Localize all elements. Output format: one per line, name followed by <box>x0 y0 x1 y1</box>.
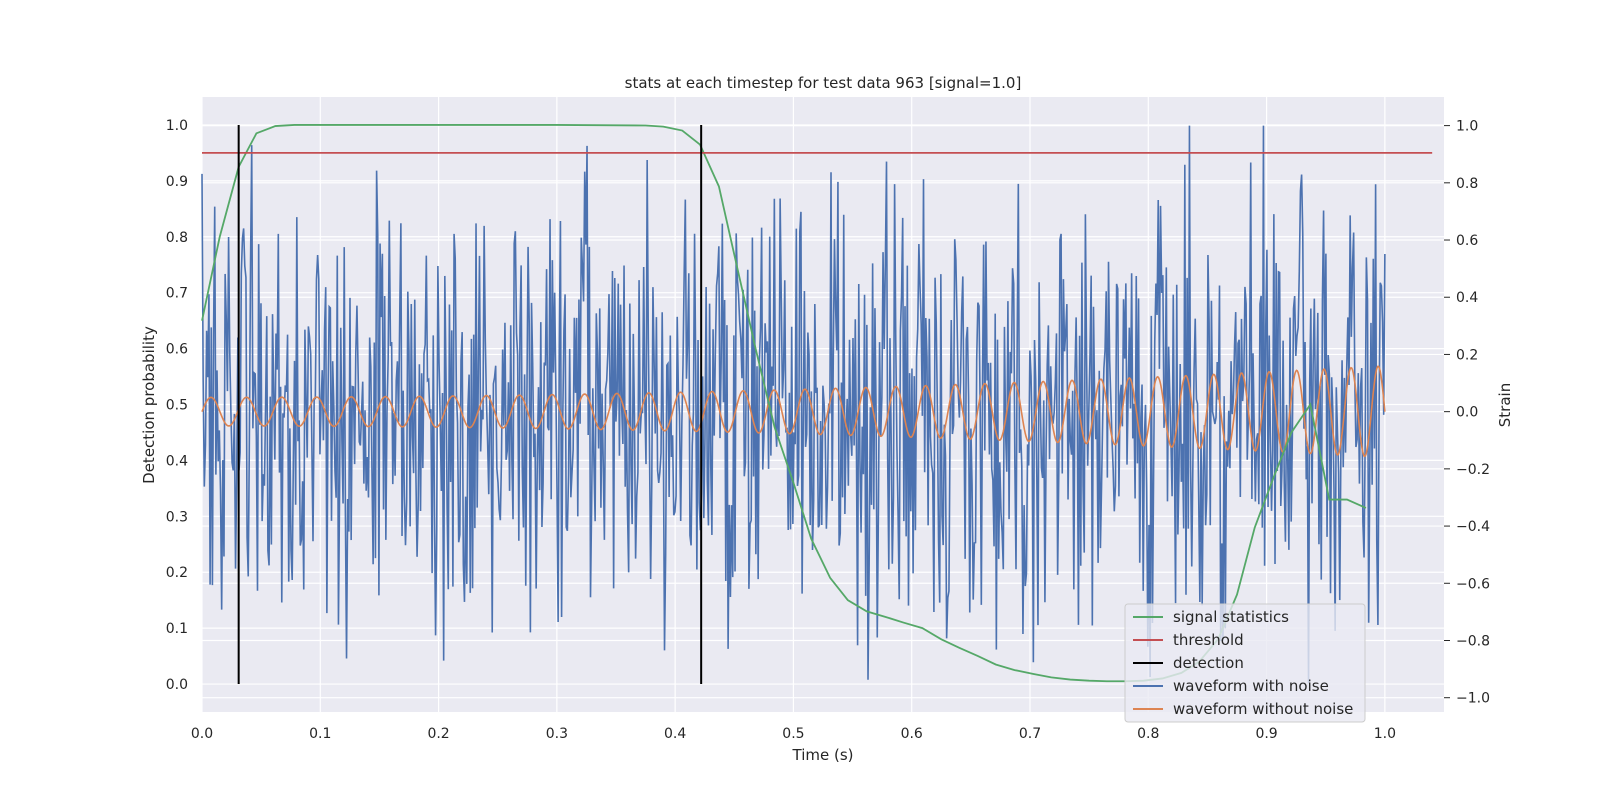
left-y-tick-label: 0.6 <box>166 342 188 358</box>
x-axis-ticks: 0.0 0.1 0.2 0.3 0.4 0.5 0.6 0.7 0.8 0.9 1.0 <box>191 726 1396 742</box>
left-y-tick-label: 0.5 <box>166 398 188 414</box>
right-y-tick-label: 0.6 <box>1456 233 1478 249</box>
right-y-tick-label: −1.0 <box>1456 691 1490 707</box>
x-axis-label: Time (s) <box>792 746 854 764</box>
legend-label-waveform-without-noise: waveform without noise <box>1173 700 1353 718</box>
right-y-tick-label: −0.8 <box>1456 633 1490 649</box>
right-y-tick-label: −0.6 <box>1456 576 1490 592</box>
x-tick-label: 0.5 <box>782 726 804 742</box>
left-y-tick-label: 0.8 <box>166 230 188 246</box>
right-y-tick-label: 0.0 <box>1456 405 1478 421</box>
chart-title: stats at each timestep for test data 963… <box>625 74 1022 92</box>
x-tick-label: 0.7 <box>1019 726 1041 742</box>
legend-label-detection: detection <box>1173 654 1244 672</box>
x-tick-label: 0.6 <box>901 726 923 742</box>
right-y-tick-label: −0.2 <box>1456 462 1490 478</box>
legend-label-threshold: threshold <box>1173 631 1244 649</box>
x-tick-label: 1.0 <box>1374 726 1396 742</box>
right-y-tick-label: 1.0 <box>1456 119 1478 135</box>
legend: signal statistics threshold detection wa… <box>1124 603 1366 723</box>
x-tick-label: 0.0 <box>191 726 213 742</box>
right-y-tick-label: −0.4 <box>1456 519 1490 535</box>
right-y-axis-label: Strain <box>1496 383 1514 427</box>
x-tick-label: 0.4 <box>664 726 686 742</box>
right-y-tick-label: 0.2 <box>1456 347 1478 363</box>
left-y-tick-label: 0.4 <box>166 453 188 469</box>
legend-label-signal-statistics: signal statistics <box>1173 608 1289 626</box>
right-y-tick-label: 0.8 <box>1456 176 1478 192</box>
left-y-tick-label: 0.9 <box>166 174 188 190</box>
left-y-axis-label: Detection probability <box>140 326 158 484</box>
left-y-tick-label: 0.1 <box>166 621 188 637</box>
legend-box <box>1124 603 1366 723</box>
x-tick-label: 0.3 <box>546 726 568 742</box>
x-tick-label: 0.1 <box>309 726 331 742</box>
left-y-tick-label: 0.3 <box>166 509 188 525</box>
x-tick-label: 0.8 <box>1137 726 1159 742</box>
right-y-tick-label: 0.4 <box>1456 290 1478 306</box>
x-tick-label: 0.2 <box>427 726 449 742</box>
left-y-tick-label: 1.0 <box>166 118 188 134</box>
x-tick-label: 0.9 <box>1255 726 1277 742</box>
left-y-tick-label: 0.7 <box>166 286 188 302</box>
right-y-axis-ticks: −1.0 −0.8 −0.6 −0.4 −0.2 0.0 0.2 0.4 0.6 0.8 1.0 <box>1444 119 1490 707</box>
left-y-tick-label: 0.2 <box>166 565 188 581</box>
left-y-axis-ticks: 0.0 0.1 0.2 0.3 0.4 0.5 0.6 0.7 0.8 0.9 1.0 <box>166 118 188 693</box>
legend-label-waveform-with-noise: waveform with noise <box>1173 677 1329 695</box>
series-waveform-with-noise <box>201 125 1386 684</box>
left-y-tick-label: 0.0 <box>166 677 188 693</box>
series-waveform-without-noise <box>201 365 1386 458</box>
